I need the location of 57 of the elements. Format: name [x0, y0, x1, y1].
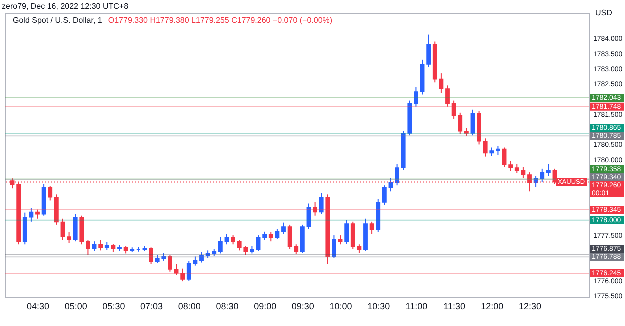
- candlestick: [313, 202, 318, 216]
- candlestick: [388, 178, 394, 192]
- candlestick: [446, 85, 450, 108]
- candlestick: [344, 220, 350, 245]
- chart-subtitle: O1779.330 H1779.380 L1779.255 C1779.260 −0.070 (−0.00%): [108, 16, 333, 25]
- candlestick: [332, 235, 336, 259]
- chart-title: Gold Spot / U.S. Dollar, 1: [13, 16, 103, 25]
- candlestick: [98, 240, 104, 252]
- candlestick: [319, 192, 324, 215]
- x-tick-label: 08:00: [178, 302, 201, 312]
- candlestick: [382, 185, 387, 206]
- x-tick-label: 07:03: [140, 302, 164, 312]
- x-tick-label: 09:00: [254, 302, 277, 312]
- candlestick: [546, 164, 551, 177]
- candlestick: [256, 235, 261, 252]
- x-tick-label: 09:30: [292, 302, 314, 312]
- candlestick: [48, 186, 53, 202]
- candlestick: [218, 236, 223, 254]
- candlestick: [168, 255, 172, 272]
- x-tick-label: 05:00: [64, 302, 88, 312]
- candlestick: [268, 232, 274, 242]
- candlestick: [92, 241, 97, 252]
- x-tick-label: 05:30: [102, 302, 126, 312]
- candlestick: [224, 234, 230, 246]
- candlestick: [306, 203, 312, 230]
- candlestick: [426, 34, 432, 68]
- candlestick: [282, 222, 286, 235]
- candlestick: [200, 252, 204, 264]
- candlestick: [180, 268, 186, 282]
- candlestick: [370, 221, 374, 235]
- x-tick-label: 11:00: [406, 302, 428, 312]
- candlestick: [149, 247, 154, 265]
- x-tick-label: 04:30: [26, 302, 50, 312]
- candlestick: [395, 164, 400, 186]
- x-tick-label: 10:30: [368, 302, 390, 312]
- x-tick-label: 12:30: [518, 302, 542, 312]
- candlestick: [86, 240, 90, 256]
- y-axis-title: USD: [596, 8, 613, 18]
- candlestick: [496, 146, 500, 156]
- candlestick: [275, 228, 280, 240]
- candlestick: [502, 147, 507, 168]
- candlestick: [60, 218, 66, 241]
- x-tick-label: 12:00: [481, 302, 504, 312]
- candlestick: [508, 160, 514, 172]
- x-tick-label: 11:30: [444, 302, 466, 312]
- candlestick: [414, 86, 418, 108]
- text: zero79, Dec 16, 2022 12:30 UTC+8: [2, 2, 130, 11]
- candlestick: [67, 232, 72, 244]
- x-tick-label: 10:00: [330, 302, 352, 312]
- candlestick: [483, 138, 488, 158]
- x-tick-label: 08:30: [216, 302, 239, 312]
- candlestick: [36, 209, 40, 220]
- candlestick: [231, 235, 236, 246]
- candlestick: [470, 109, 476, 136]
- candlestick: [174, 264, 179, 276]
- candlestick: [73, 214, 78, 242]
- candlestick: [338, 235, 343, 246]
